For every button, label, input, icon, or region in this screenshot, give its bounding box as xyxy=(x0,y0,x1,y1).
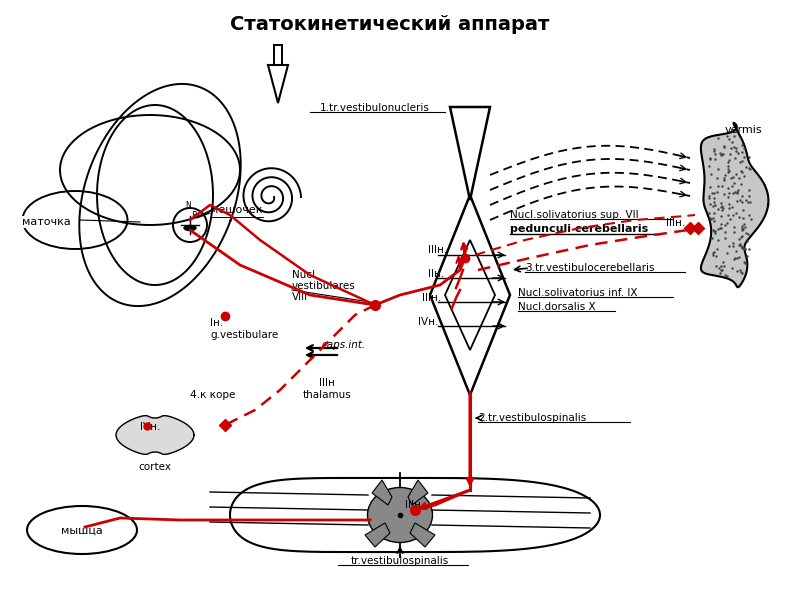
Text: ІІн.: ІІн. xyxy=(428,269,444,279)
Ellipse shape xyxy=(184,226,196,230)
Text: Ін.
g.vestibulare: Ін. g.vestibulare xyxy=(210,318,278,340)
Polygon shape xyxy=(365,523,390,547)
Text: ІІІн
thalamus: ІІІн thalamus xyxy=(302,378,351,400)
Text: 2.tr.vestibulospinalis: 2.tr.vestibulospinalis xyxy=(478,413,586,423)
Text: ІVн.: ІVн. xyxy=(140,422,160,432)
Ellipse shape xyxy=(367,487,433,542)
Text: N: N xyxy=(185,201,190,210)
Text: Статокинетический аппарат: Статокинетический аппарат xyxy=(230,15,550,34)
Text: ІVн.: ІVн. xyxy=(418,317,438,327)
Text: 4.к коре: 4.к коре xyxy=(190,390,236,400)
Text: Nucl.solivatorius sup. VII: Nucl.solivatorius sup. VII xyxy=(510,210,638,220)
Text: cortex: cortex xyxy=(138,462,171,472)
Text: 3.tr.vestibulocerebellaris: 3.tr.vestibulocerebellaris xyxy=(525,263,654,273)
Text: tr.vestibulospinalis: tr.vestibulospinalis xyxy=(351,556,449,566)
Text: R: R xyxy=(191,211,197,220)
Text: мешочек: мешочек xyxy=(210,205,262,215)
Polygon shape xyxy=(410,523,435,547)
Text: caps.int.: caps.int. xyxy=(322,340,366,350)
Text: Nucl.dorsalis X: Nucl.dorsalis X xyxy=(518,302,596,312)
Text: ІІІн.: ІІІн. xyxy=(422,293,441,303)
Text: ІІІн.: ІІІн. xyxy=(406,500,425,510)
Text: ІІІн.: ІІІн. xyxy=(666,218,685,228)
Text: ІІІн.: ІІІн. xyxy=(428,245,447,255)
Text: маточка: маточка xyxy=(22,217,70,227)
Text: Nucl.solivatorius inf. IX: Nucl.solivatorius inf. IX xyxy=(518,288,638,298)
Polygon shape xyxy=(701,123,769,287)
Polygon shape xyxy=(372,480,392,505)
Polygon shape xyxy=(230,478,600,552)
Text: мышца: мышца xyxy=(61,526,103,536)
Text: pedunculi cerebellaris: pedunculi cerebellaris xyxy=(510,224,648,234)
Polygon shape xyxy=(408,480,428,505)
Text: Nucl.
vestibulares
VIII: Nucl. vestibulares VIII xyxy=(292,270,356,302)
Text: vermis: vermis xyxy=(725,125,762,135)
Text: 1.tr.vestibulonucleris: 1.tr.vestibulonucleris xyxy=(320,103,430,113)
Polygon shape xyxy=(116,416,194,454)
